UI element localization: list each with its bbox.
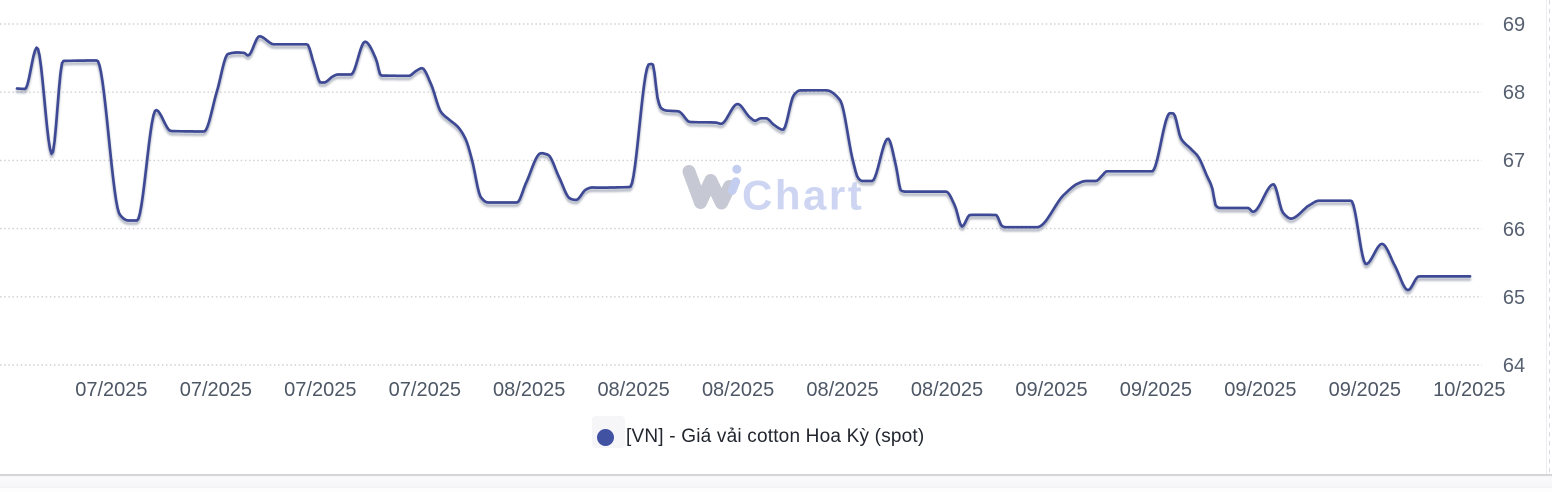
svg-text:Chart: Chart — [742, 172, 864, 219]
